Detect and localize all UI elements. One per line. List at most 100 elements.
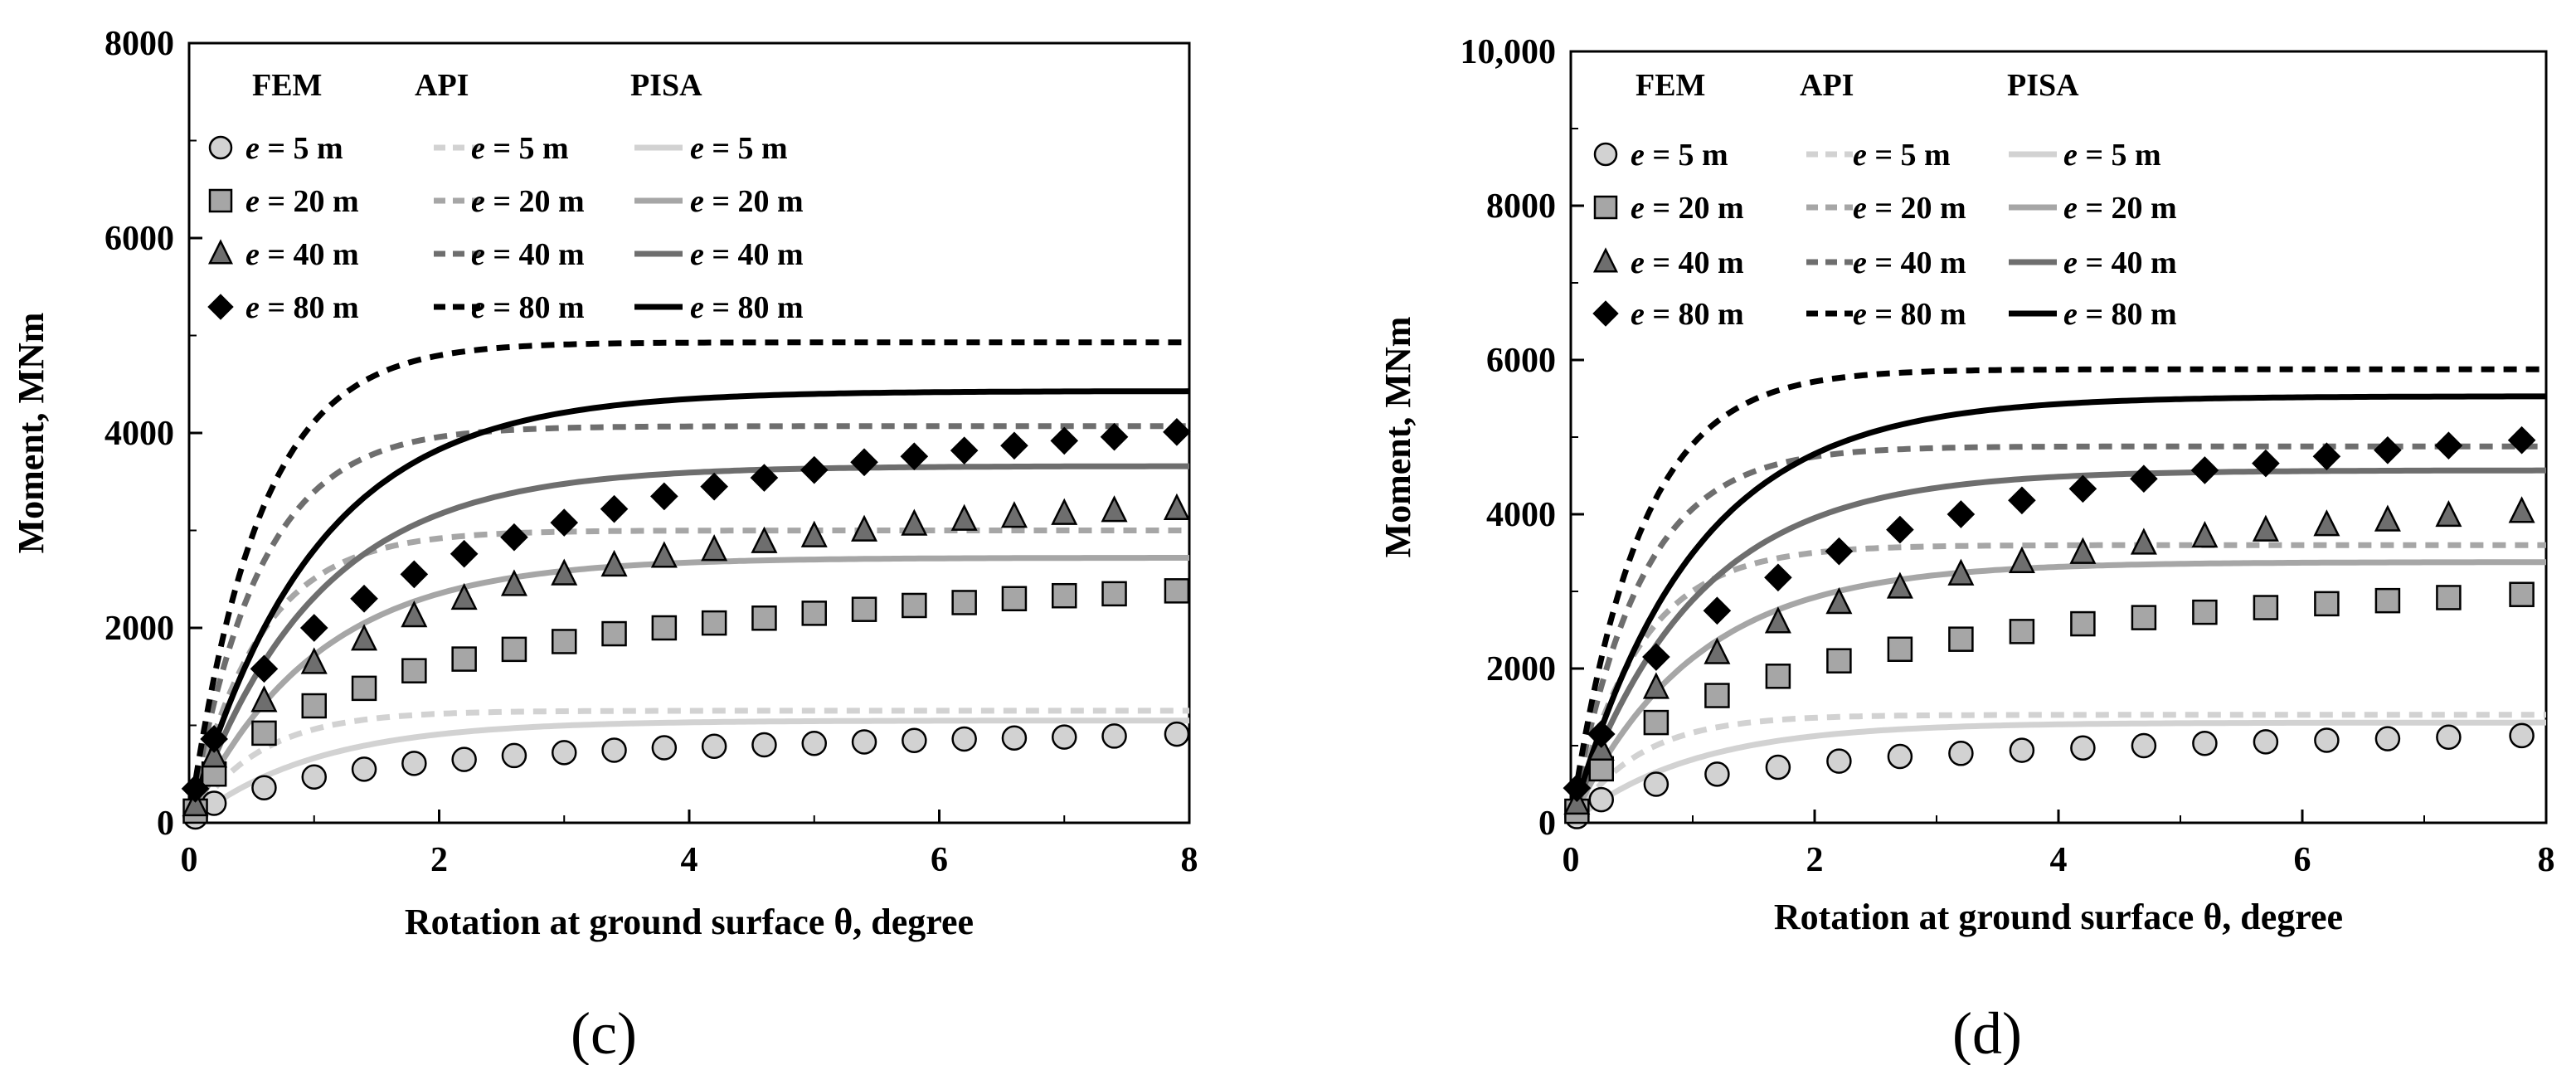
- fem-point-e5: [1887, 743, 1913, 770]
- legend-header: API: [415, 68, 469, 103]
- fem-point-e40: [2435, 499, 2462, 528]
- fem-point-e5: [1643, 771, 1670, 797]
- fem-point-e40: [1947, 558, 1975, 586]
- fem-point-e40: [2508, 496, 2535, 523]
- fem-point-e5: [2253, 729, 2279, 755]
- fem-point-e40: [650, 541, 678, 568]
- legend-header: FEM: [252, 68, 322, 103]
- y-tick-label: 2000: [104, 610, 174, 648]
- x-tick-label: 4: [2050, 841, 2068, 879]
- legend-entry-label: e = 40 m: [1853, 246, 1966, 280]
- panel-label-c: (c): [571, 1000, 637, 1065]
- fem-point-e80: [2374, 435, 2402, 464]
- legend-entry-label: e = 20 m: [471, 184, 585, 219]
- fem-point-e80: [1563, 774, 1592, 802]
- fem-point-e5: [552, 740, 577, 766]
- fem-point-e40: [1642, 672, 1670, 699]
- fem-point-e40: [1825, 587, 1853, 615]
- fem-point-e80: [500, 523, 528, 552]
- legend-entry-label: e = 40 m: [1631, 246, 1744, 280]
- fem-point-e5: [2314, 727, 2340, 753]
- legend-header: API: [1800, 68, 1854, 103]
- fem-point-e5: [801, 730, 827, 756]
- fem-point-e5: [651, 735, 678, 761]
- legend-entry-label: e = 20 m: [1853, 191, 1966, 226]
- x-axis-label: Rotation at ground surface θ, degree: [1774, 897, 2343, 937]
- fem-point-e20: [401, 658, 427, 683]
- pisa-curve-e20: [1567, 559, 2546, 824]
- legend-fem-marker: [1592, 300, 1619, 327]
- fem-point-e80: [2434, 431, 2463, 460]
- fem-point-e40: [401, 600, 428, 628]
- fem-point-e80: [800, 455, 829, 484]
- fem-point-e5: [1101, 723, 1127, 749]
- fem-point-e5: [701, 733, 727, 760]
- fem-point-e20: [951, 590, 977, 615]
- fem-point-e80: [250, 654, 279, 683]
- fem-point-e20: [2070, 610, 2096, 637]
- fem-point-e80: [200, 725, 228, 753]
- legend-entry-label: e = 5 m: [2063, 138, 2161, 173]
- legend-fem-marker: [208, 188, 233, 213]
- fem-point-e80: [1764, 563, 1792, 592]
- fem-point-e20: [251, 720, 277, 746]
- legend-entry-label: e = 20 m: [2063, 191, 2177, 226]
- fem-point-e40: [1051, 498, 1078, 525]
- legend-fem-marker: [1593, 142, 1618, 167]
- legend-entry-label: e = 5 m: [471, 131, 569, 166]
- fem-point-e5: [2131, 732, 2157, 759]
- fem-point-e20: [351, 675, 377, 702]
- fem-point-e5: [902, 727, 927, 753]
- fem-point-e80: [1947, 500, 1976, 528]
- fem-point-e20: [2314, 591, 2340, 617]
- fem-point-e40: [1163, 493, 1190, 520]
- fem-point-e5: [1052, 724, 1077, 750]
- legend-fem-marker: [1592, 247, 1619, 273]
- x-tick-label: 4: [681, 841, 698, 879]
- legend-entry-label: e = 5 m: [1631, 138, 1728, 173]
- fem-point-e5: [1948, 741, 1974, 766]
- fem-point-e20: [2509, 581, 2535, 607]
- fem-point-e40: [351, 624, 378, 651]
- fem-point-e20: [2131, 605, 2157, 630]
- fem-point-e40: [2130, 528, 2157, 555]
- fem-point-e5: [2436, 724, 2462, 751]
- api-curve-e40: [1567, 443, 2546, 824]
- fem-point-e80: [750, 464, 779, 492]
- fem-point-e5: [1704, 761, 1730, 787]
- fem-point-e40: [2252, 514, 2279, 542]
- fem-point-e5: [1765, 754, 1791, 781]
- x-tick-label: 2: [430, 841, 448, 879]
- fem-point-e40: [250, 685, 278, 712]
- fem-point-e20: [1164, 578, 1190, 604]
- fem-point-e5: [851, 729, 877, 755]
- fem-point-e80: [1000, 431, 1028, 460]
- fem-point-e80: [600, 494, 629, 523]
- api-curve-e40: [186, 423, 1189, 824]
- fem-point-e5: [1588, 786, 1614, 813]
- legend-fem-marker: [1593, 195, 1618, 220]
- legend-entry-label: e = 5 m: [245, 131, 343, 166]
- fem-point-e40: [2008, 546, 2035, 573]
- fem-point-e5: [351, 756, 377, 782]
- fem-point-e20: [651, 615, 678, 641]
- fem-point-e80: [2507, 426, 2536, 455]
- legend-entry-label: e = 80 m: [1631, 297, 1744, 332]
- y-tick-label: 10,000: [1461, 33, 1557, 71]
- fem-point-e20: [1948, 626, 1974, 652]
- pisa-curve-e5: [1568, 719, 2546, 825]
- api-curve-e20: [186, 528, 1189, 824]
- fem-point-e20: [1887, 636, 1913, 662]
- fem-point-e20: [751, 605, 777, 631]
- legend-header: PISA: [630, 68, 702, 103]
- legend-entry-label: e = 80 m: [1853, 297, 1966, 332]
- y-tick-label: 8000: [104, 25, 174, 63]
- x-tick-label: 8: [1181, 841, 1198, 879]
- fem-point-e20: [2436, 585, 2462, 610]
- fem-point-e20: [601, 620, 627, 647]
- pisa-curve-e40: [186, 463, 1189, 824]
- fem-point-e20: [1765, 664, 1791, 689]
- pisa-curve-e40: [1567, 467, 2546, 824]
- fem-point-e5: [1164, 721, 1190, 747]
